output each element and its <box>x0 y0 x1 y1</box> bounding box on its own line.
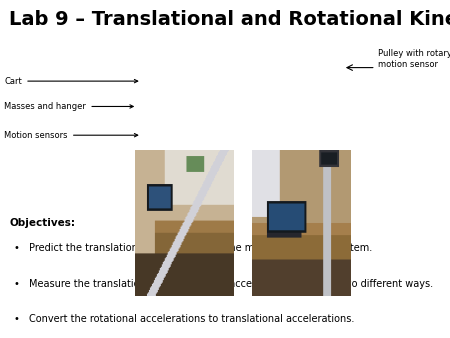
Text: Masses and hanger: Masses and hanger <box>4 102 133 111</box>
Text: Convert the rotational accelerations to translational accelerations.: Convert the rotational accelerations to … <box>29 314 355 324</box>
Text: Predict the translational acceleration of the mass-hanger-cart system.: Predict the translational acceleration o… <box>29 243 373 254</box>
Text: Cart: Cart <box>4 77 138 86</box>
Text: •: • <box>14 279 19 289</box>
Text: •: • <box>14 243 19 254</box>
Text: Motion sensors: Motion sensors <box>4 131 138 140</box>
Text: •: • <box>14 314 19 324</box>
Text: Measure the translational and rotational accelerations, each in two different wa: Measure the translational and rotational… <box>29 279 433 289</box>
Text: Objectives:: Objectives: <box>9 218 75 228</box>
Text: Lab 9 – Translational and Rotational Kinematics: Lab 9 – Translational and Rotational Kin… <box>9 10 450 29</box>
Text: Pulley with rotary
motion sensor: Pulley with rotary motion sensor <box>378 49 450 69</box>
